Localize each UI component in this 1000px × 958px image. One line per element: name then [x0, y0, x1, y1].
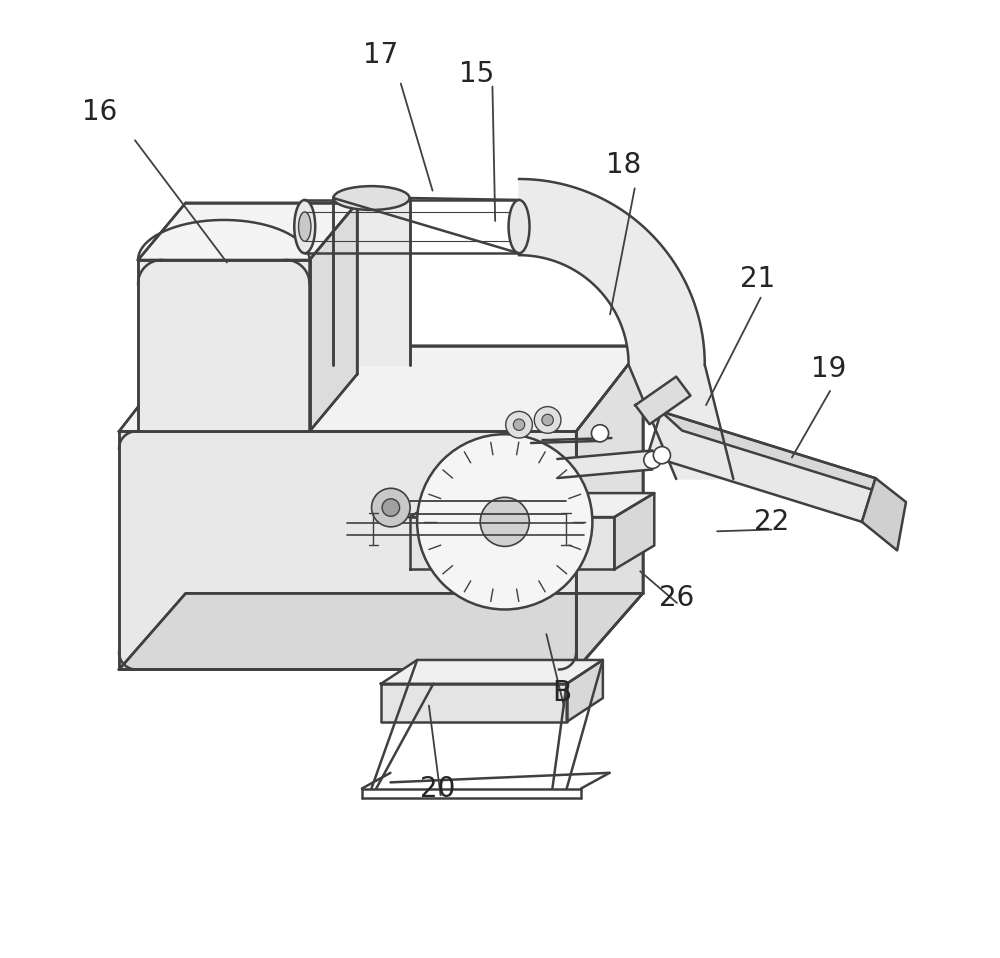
Polygon shape: [138, 260, 310, 431]
Polygon shape: [119, 593, 643, 670]
Text: 22: 22: [754, 508, 789, 536]
Circle shape: [513, 419, 525, 430]
Polygon shape: [576, 346, 643, 670]
Circle shape: [644, 451, 661, 468]
Circle shape: [372, 489, 410, 527]
Polygon shape: [138, 203, 357, 260]
Text: 18: 18: [606, 150, 641, 179]
Polygon shape: [567, 660, 603, 722]
Circle shape: [591, 424, 609, 442]
Ellipse shape: [299, 212, 311, 241]
Ellipse shape: [294, 200, 315, 253]
Text: B: B: [552, 679, 571, 707]
Text: 26: 26: [659, 584, 694, 612]
Polygon shape: [410, 517, 614, 569]
Circle shape: [542, 414, 553, 425]
Polygon shape: [648, 412, 876, 522]
Text: 17: 17: [363, 41, 399, 69]
Circle shape: [417, 434, 592, 609]
Polygon shape: [862, 478, 906, 551]
Circle shape: [480, 497, 529, 546]
Polygon shape: [119, 346, 643, 431]
Polygon shape: [519, 179, 705, 365]
Circle shape: [382, 499, 400, 516]
Polygon shape: [661, 412, 896, 497]
Ellipse shape: [333, 186, 410, 210]
Text: 16: 16: [82, 99, 118, 126]
Text: 20: 20: [420, 775, 456, 803]
Text: 15: 15: [459, 60, 494, 88]
Circle shape: [653, 446, 670, 464]
Polygon shape: [410, 493, 654, 517]
Ellipse shape: [509, 200, 530, 253]
Polygon shape: [614, 493, 654, 569]
Polygon shape: [629, 365, 733, 479]
Polygon shape: [119, 431, 576, 670]
Polygon shape: [635, 376, 690, 424]
Circle shape: [506, 411, 532, 438]
Polygon shape: [381, 684, 567, 722]
Polygon shape: [381, 660, 603, 684]
Circle shape: [534, 406, 561, 433]
Polygon shape: [557, 450, 652, 478]
Polygon shape: [310, 203, 357, 431]
Polygon shape: [333, 198, 410, 365]
Text: 19: 19: [811, 355, 846, 383]
Text: 21: 21: [740, 265, 775, 293]
